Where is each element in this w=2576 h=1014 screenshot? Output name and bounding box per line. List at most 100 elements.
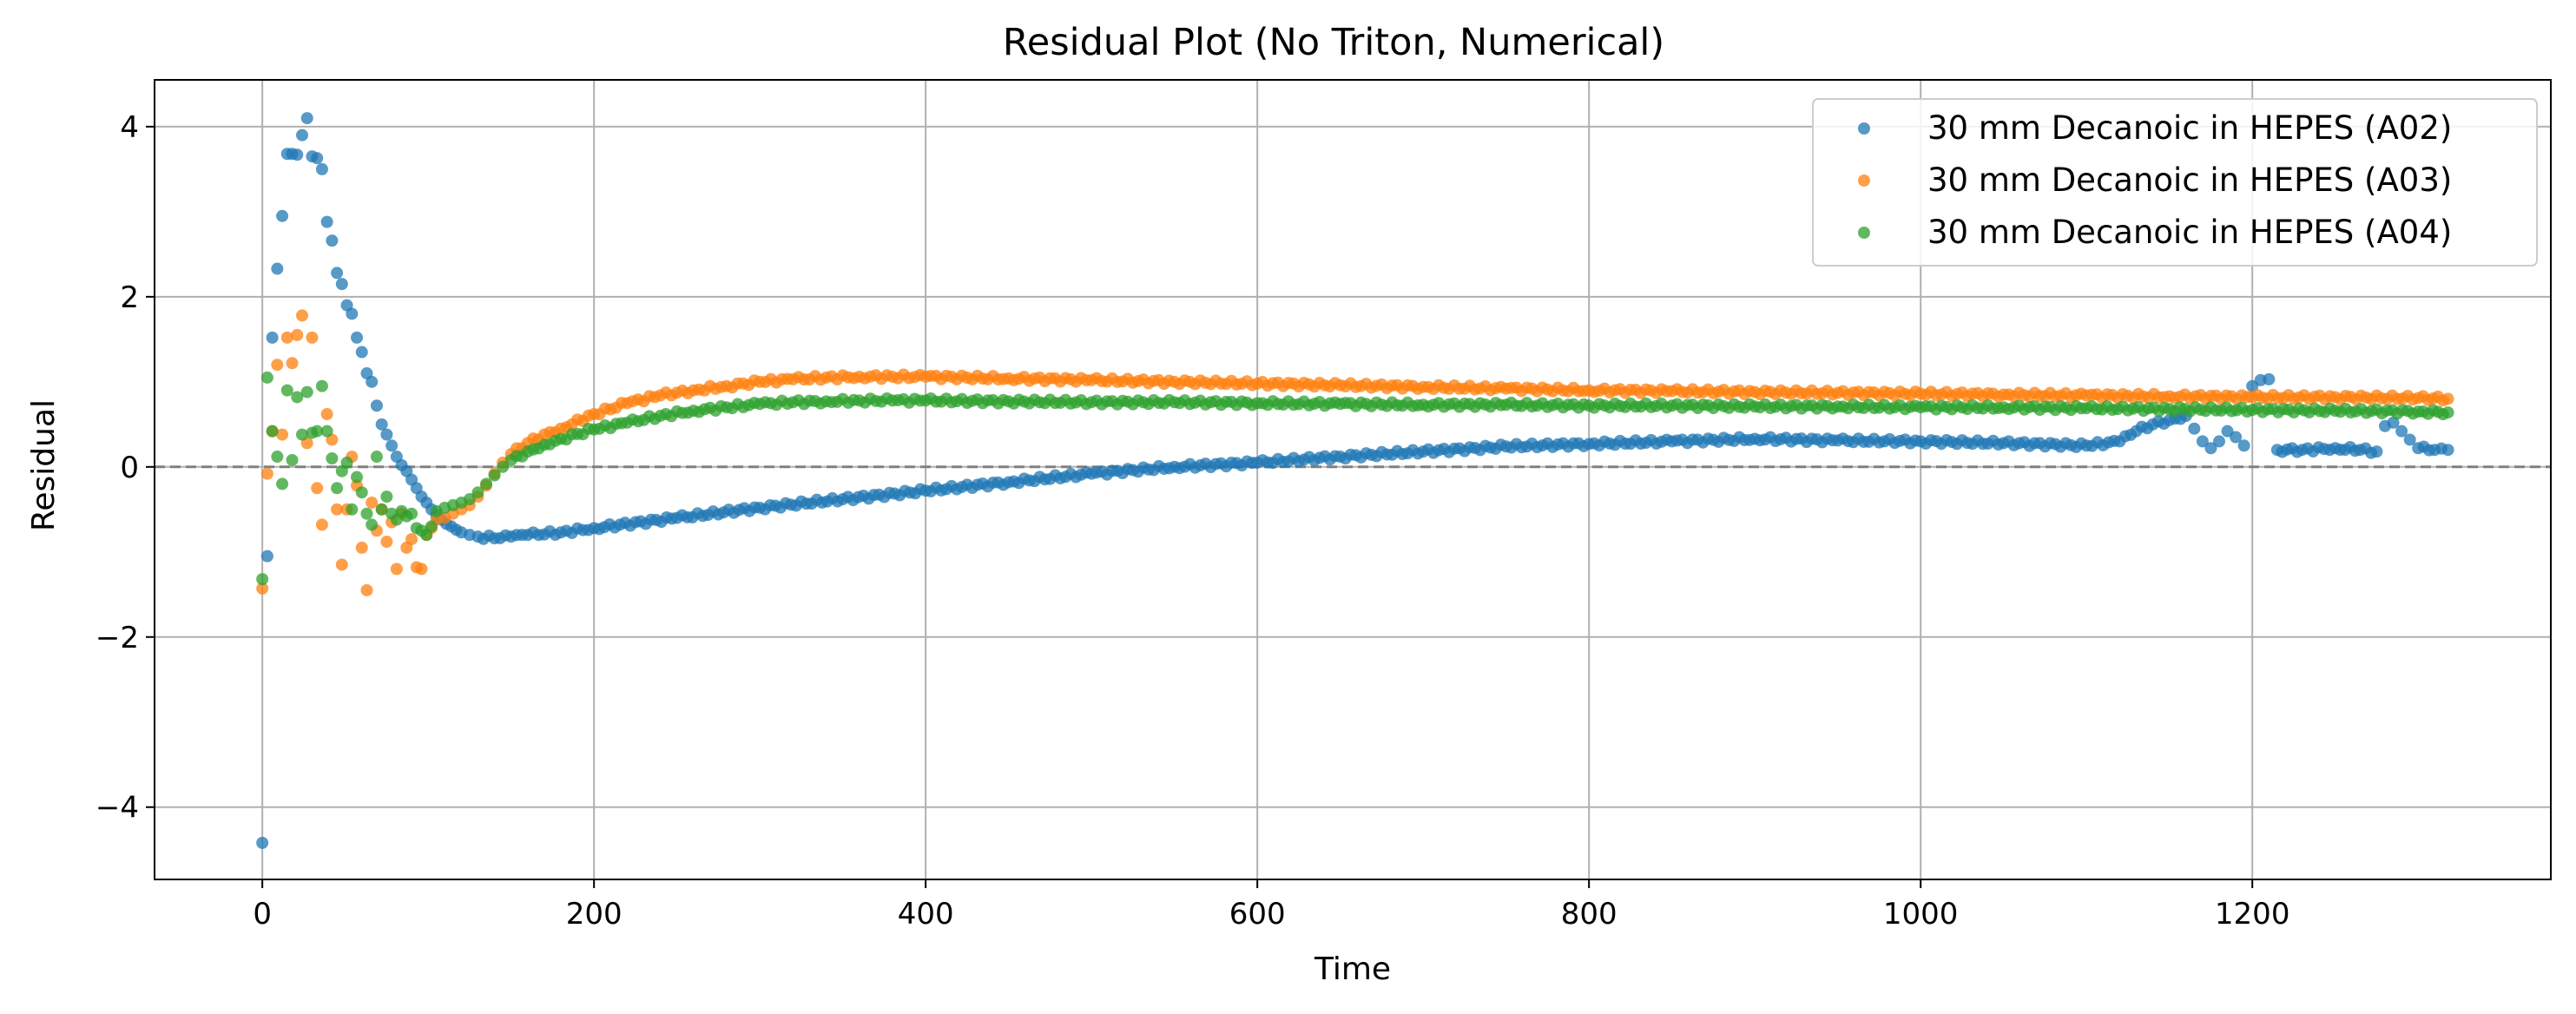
data-point xyxy=(271,359,284,372)
legend: 30 mm Decanoic in HEPES (A02) 30 mm Deca… xyxy=(1812,98,2538,267)
x-tick-label: 0 xyxy=(253,897,272,932)
legend-marker-a02 xyxy=(1858,122,1870,135)
data-point xyxy=(260,467,273,480)
data-point xyxy=(271,451,284,464)
data-point xyxy=(370,451,383,464)
data-point xyxy=(295,128,308,142)
data-point xyxy=(370,399,383,412)
data-point xyxy=(311,425,324,438)
data-point xyxy=(291,148,304,161)
x-tick-label: 1000 xyxy=(1883,897,1959,932)
legend-box xyxy=(1812,98,2538,267)
y-tick-label: −4 xyxy=(96,791,139,826)
data-point xyxy=(311,482,324,495)
y-tick-label: −2 xyxy=(96,621,139,655)
data-point xyxy=(360,507,373,520)
data-point xyxy=(260,550,273,563)
data-point xyxy=(385,439,399,452)
data-point xyxy=(256,582,269,595)
data-point xyxy=(335,558,348,571)
data-point xyxy=(2370,445,2383,458)
data-point xyxy=(315,518,328,531)
data-point xyxy=(366,518,379,531)
data-point xyxy=(335,278,348,291)
data-point xyxy=(415,563,428,576)
series-0 xyxy=(256,112,2454,849)
data-point xyxy=(355,541,368,554)
data-point xyxy=(315,162,328,175)
data-point xyxy=(256,573,269,586)
data-point xyxy=(351,471,364,484)
data-point xyxy=(366,496,379,509)
legend-marker-a03 xyxy=(1858,174,1870,187)
data-point xyxy=(286,357,299,370)
data-point xyxy=(315,379,328,392)
x-axis-label: Time xyxy=(1314,951,1391,987)
legend-marker-a04 xyxy=(1858,227,1870,239)
chart-title: Residual Plot (No Triton, Numerical) xyxy=(1003,21,1664,64)
data-point xyxy=(331,503,344,516)
data-point xyxy=(346,307,359,320)
data-point xyxy=(276,428,289,441)
data-point xyxy=(311,152,324,165)
data-point xyxy=(2196,435,2209,448)
data-point xyxy=(2441,392,2454,405)
data-point xyxy=(463,493,476,506)
data-point xyxy=(300,112,313,125)
data-point xyxy=(331,267,344,280)
data-point xyxy=(390,563,403,576)
data-point xyxy=(2237,439,2250,452)
data-point xyxy=(366,375,379,388)
x-tick-label: 1200 xyxy=(2215,897,2290,932)
legend-label-a03: 30 mm Decanoic in HEPES (A03) xyxy=(1927,161,2452,199)
data-point xyxy=(346,503,359,516)
data-point xyxy=(355,486,368,499)
y-tick-label: 0 xyxy=(120,451,139,485)
data-point xyxy=(471,486,484,499)
data-point xyxy=(2204,442,2217,455)
x-tick-label: 600 xyxy=(1229,897,1286,932)
data-point xyxy=(320,215,333,228)
data-point xyxy=(266,425,279,438)
y-axis-label: Residual xyxy=(26,399,62,531)
x-tick-label: 400 xyxy=(898,897,954,932)
x-tick-label: 800 xyxy=(1561,897,1617,932)
data-point xyxy=(280,331,293,344)
data-point xyxy=(2441,406,2454,419)
y-tick-label: 4 xyxy=(120,110,139,145)
data-point xyxy=(320,425,333,438)
data-point xyxy=(276,477,289,491)
data-point xyxy=(260,371,273,384)
data-point xyxy=(375,503,388,516)
data-point xyxy=(2230,431,2243,444)
data-point xyxy=(2387,416,2400,429)
data-point xyxy=(380,536,393,549)
data-point xyxy=(291,391,304,404)
y-tick-label: 2 xyxy=(120,280,139,315)
data-point xyxy=(326,234,339,247)
data-point xyxy=(2403,433,2416,446)
data-point xyxy=(2263,372,2276,385)
data-point xyxy=(2212,435,2225,448)
data-point xyxy=(295,428,308,441)
series-2 xyxy=(256,371,2454,586)
data-series xyxy=(256,112,2454,849)
data-point xyxy=(425,520,438,533)
legend-label-a02: 30 mm Decanoic in HEPES (A02) xyxy=(1927,109,2452,147)
data-point xyxy=(256,836,269,849)
x-axis-ticks: 0 200 400 600 800 1000 1200 xyxy=(253,879,2289,932)
plot-area-frame xyxy=(154,79,2552,880)
data-point xyxy=(286,453,299,466)
data-point xyxy=(306,331,319,344)
data-point xyxy=(488,469,501,482)
data-point xyxy=(266,331,279,344)
data-point xyxy=(276,209,289,222)
legend-label-a04: 30 mm Decanoic in HEPES (A04) xyxy=(1927,214,2452,251)
data-point xyxy=(326,452,339,465)
data-point xyxy=(360,583,373,596)
data-point xyxy=(295,309,308,322)
data-point xyxy=(380,491,393,504)
data-point xyxy=(405,507,418,520)
data-point xyxy=(280,384,293,397)
